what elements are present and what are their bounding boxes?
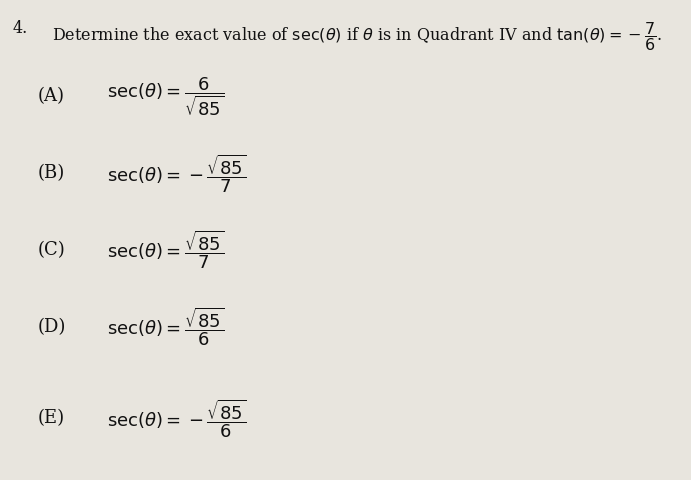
Text: (E): (E): [38, 408, 65, 427]
Text: (A): (A): [38, 87, 65, 105]
Text: $\mathrm{sec}(\theta)=-\dfrac{\sqrt{85}}{6}$: $\mathrm{sec}(\theta)=-\dfrac{\sqrt{85}}…: [107, 396, 247, 439]
Text: 4.: 4.: [12, 20, 28, 37]
Text: $\mathrm{sec}(\theta)=\dfrac{\sqrt{85}}{6}$: $\mathrm{sec}(\theta)=\dfrac{\sqrt{85}}{…: [107, 305, 225, 348]
Text: $\mathrm{sec}(\theta)=\dfrac{6}{\sqrt{85}}$: $\mathrm{sec}(\theta)=\dfrac{6}{\sqrt{85…: [107, 74, 225, 118]
Text: $\mathrm{sec}(\theta)=\dfrac{\sqrt{85}}{7}$: $\mathrm{sec}(\theta)=\dfrac{\sqrt{85}}{…: [107, 228, 225, 271]
Text: Determine the exact value of $\mathrm{sec}(\theta)$ if $\theta$ is in Quadrant I: Determine the exact value of $\mathrm{se…: [52, 20, 662, 53]
Text: (B): (B): [38, 164, 65, 182]
Text: (D): (D): [38, 317, 66, 336]
Text: (C): (C): [38, 240, 66, 259]
Text: $\mathrm{sec}(\theta)=-\dfrac{\sqrt{85}}{7}$: $\mathrm{sec}(\theta)=-\dfrac{\sqrt{85}}…: [107, 152, 247, 194]
